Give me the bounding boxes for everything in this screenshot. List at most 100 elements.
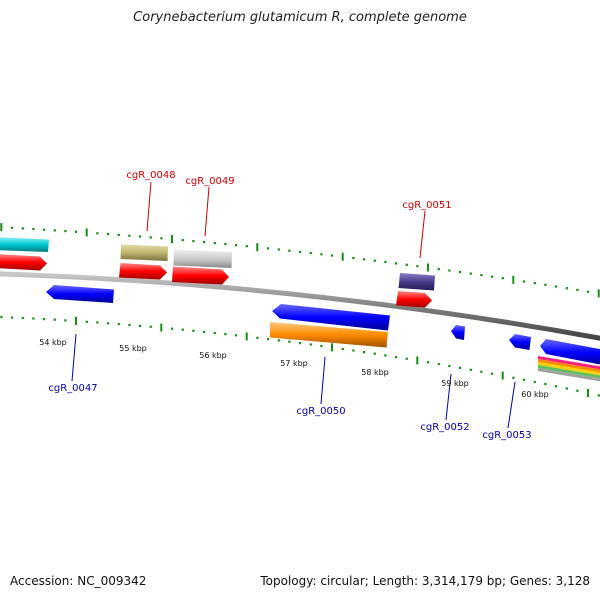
minor-tick (288, 340, 291, 343)
forward-label-leaders (146, 181, 426, 259)
gene-feature-cgR_0047 (46, 285, 114, 303)
minor-tick (21, 227, 24, 230)
minor-tick (181, 239, 184, 242)
minor-tick (501, 277, 504, 280)
minor-tick (491, 275, 494, 278)
minor-tick (565, 387, 568, 390)
minor-tick (160, 237, 163, 240)
minor-tick (235, 244, 238, 247)
minor-tick (395, 356, 398, 359)
minor-tick (448, 364, 451, 368)
minor-tick (224, 333, 227, 336)
minor-tick (213, 331, 216, 335)
minor-tick (384, 260, 387, 264)
reverse-features (46, 285, 600, 382)
minor-tick (43, 228, 46, 231)
minor-tick (373, 259, 376, 262)
minor-tick (21, 316, 24, 320)
major-tick (597, 289, 600, 298)
scale-label-56: 56 kbp (199, 351, 227, 360)
minor-tick (587, 290, 590, 293)
minor-tick (43, 318, 46, 321)
minor-tick (373, 352, 376, 355)
minor-tick (427, 361, 430, 364)
minor-tick (437, 268, 440, 271)
gene-feature-cgR_0051 (398, 273, 435, 291)
gene-feature-cgR_0050 (272, 304, 390, 331)
minor-tick (363, 351, 366, 354)
accession-label: Accession: NC_009342 (10, 574, 147, 588)
minor-tick (139, 235, 142, 238)
major-tick (501, 371, 504, 380)
minor-tick (544, 283, 547, 286)
genome-backbone (0, 271, 600, 341)
minor-tick (533, 380, 536, 384)
minor-tick (53, 318, 56, 321)
major-tick (587, 389, 589, 397)
minor-tick (405, 357, 408, 360)
minor-tick (32, 227, 35, 231)
minor-tick (384, 354, 387, 357)
gene-feature-cgR_0049 (173, 249, 232, 268)
gene-feature-red-0051 (396, 291, 432, 308)
major-tick (256, 243, 259, 252)
minor-tick (565, 287, 568, 290)
major-tick (85, 228, 88, 237)
minor-tick (320, 344, 323, 348)
gene-labels: cgR_0048 cgR_0049 cgR_0051 cgR_0047 cgR_… (48, 170, 531, 441)
minor-tick (544, 383, 547, 386)
major-tick (75, 316, 77, 325)
minor-tick (85, 320, 88, 323)
minor-tick (203, 330, 206, 333)
scale-label-54: 54 kbp (39, 338, 67, 347)
minor-tick (597, 394, 600, 397)
minor-tick (459, 270, 462, 274)
gene-label-cgR_0050: cgR_0050 (296, 406, 345, 417)
major-tick (416, 356, 419, 365)
gene-feature-cgR_0052 (451, 325, 465, 340)
minor-tick (107, 322, 110, 325)
minor-tick (480, 274, 483, 277)
minor-tick (299, 250, 302, 253)
scale-label-57: 57 kbp (280, 359, 308, 368)
minor-tick (181, 328, 184, 331)
minor-tick (0, 315, 3, 319)
major-tick (0, 223, 3, 232)
minor-tick (352, 349, 355, 352)
minor-tick (64, 319, 67, 322)
minor-tick (277, 339, 280, 342)
minor-tick (448, 269, 451, 272)
minor-tick (523, 280, 526, 283)
gene-label-cgR_0048: cgR_0048 (126, 170, 175, 181)
minor-tick (96, 321, 99, 324)
gene-label-cgR_0049: cgR_0049 (185, 176, 234, 187)
major-tick (331, 343, 333, 352)
minor-tick (64, 230, 67, 233)
minor-tick (256, 336, 259, 339)
minor-tick (171, 327, 174, 330)
minor-tick (267, 338, 270, 341)
minor-tick (192, 329, 195, 332)
map-title: Corynebacterium glutamicum R, complete g… (133, 10, 467, 25)
minor-tick (320, 253, 323, 256)
minor-tick (555, 385, 558, 388)
gene-feature-cgR_0048 (120, 244, 168, 261)
scale-labels: 54 kbp 55 kbp 56 kbp 57 kbp 58 kbp 59 kb… (39, 338, 549, 399)
major-tick (341, 252, 344, 261)
minor-tick (288, 249, 291, 252)
minor-tick (523, 378, 526, 381)
minor-tick (555, 285, 558, 288)
forward-tick-track (0, 223, 600, 298)
minor-tick (533, 282, 536, 285)
minor-tick (192, 240, 195, 243)
minor-tick (363, 258, 366, 261)
minor-tick (245, 245, 248, 248)
minor-tick (459, 366, 462, 369)
minor-tick (480, 370, 483, 373)
genome-summary: Topology: circular; Length: 3,314,179 bp… (260, 574, 590, 588)
gene-feature-blue-right (540, 339, 600, 365)
minor-tick (352, 256, 355, 260)
minor-tick (469, 368, 472, 371)
gene-feature-orange-0050 (270, 322, 388, 348)
scale-label-59: 59 kbp (441, 379, 469, 388)
